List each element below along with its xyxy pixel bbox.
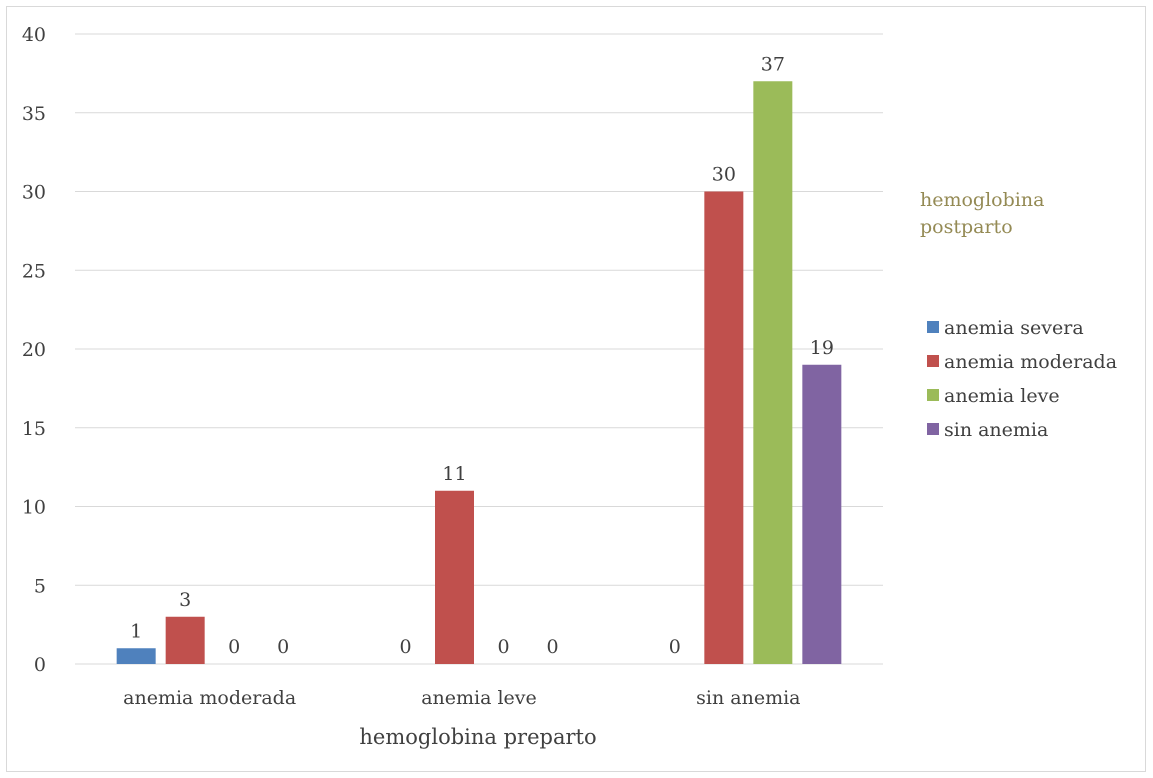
legend-title: hemoglobina postparto — [920, 189, 1050, 238]
x-axis-tick-labels: anemia moderada anemia leve sin anemia — [123, 687, 800, 709]
x-tick-label-2: sin anemia — [696, 687, 800, 709]
data-label-1-3: 0 — [546, 636, 558, 658]
legend-label-0: anemia severa — [944, 317, 1084, 339]
y-tick-label-20: 20 — [22, 339, 46, 361]
y-tick-label-0: 0 — [34, 654, 46, 676]
data-label-1-2: 0 — [497, 636, 509, 658]
legend-label-3: sin anemia — [944, 419, 1048, 441]
bars — [116, 81, 842, 664]
y-tick-label-30: 30 — [22, 182, 46, 204]
y-tick-label-40: 40 — [22, 24, 46, 46]
legend-swatch-3 — [927, 423, 939, 435]
legend-swatch-1 — [927, 355, 939, 367]
x-tick-label-0: anemia moderada — [123, 687, 296, 709]
y-tick-label-15: 15 — [22, 418, 46, 440]
x-tick-label-1: anemia leve — [421, 687, 537, 709]
legend-swatch-2 — [927, 389, 939, 401]
y-tick-label-10: 10 — [22, 497, 46, 519]
y-tick-label-35: 35 — [22, 103, 46, 125]
data-label-0-0: 1 — [130, 620, 142, 642]
data-label-2-2: 37 — [761, 53, 785, 75]
data-label-1-0: 0 — [399, 636, 411, 658]
legend-label-1: anemia moderada — [944, 351, 1117, 373]
data-label-0-1: 3 — [179, 589, 191, 611]
legend-label-2: anemia leve — [944, 385, 1060, 407]
legend-swatch-0 — [927, 321, 939, 333]
data-label-2-1: 30 — [712, 164, 736, 186]
data-label-0-2: 0 — [228, 636, 240, 658]
data-label-2-0: 0 — [669, 636, 681, 658]
bar-0-0 — [116, 648, 156, 664]
y-tick-label-5: 5 — [34, 575, 46, 597]
y-axis-tick-labels: 0 5 10 15 20 25 30 35 40 — [22, 24, 46, 676]
bar-2-3 — [802, 364, 842, 664]
x-axis-label: hemoglobina preparto — [359, 725, 596, 749]
bar-2-1 — [704, 191, 744, 664]
bar-0-1 — [165, 616, 205, 664]
legend: anemia severa anemia moderada anemia leve s… — [927, 317, 1117, 441]
data-label-1-1: 11 — [442, 463, 466, 485]
data-label-0-3: 0 — [277, 636, 289, 658]
gridlines — [75, 33, 883, 665]
bar-1-1 — [435, 490, 474, 664]
legend-title-line-1: hemoglobina — [920, 189, 1044, 211]
y-tick-label-25: 25 — [22, 260, 46, 282]
data-label-2-3: 19 — [810, 337, 834, 359]
bar-2-2 — [753, 81, 793, 664]
legend-title-line-2: postparto — [920, 216, 1013, 238]
